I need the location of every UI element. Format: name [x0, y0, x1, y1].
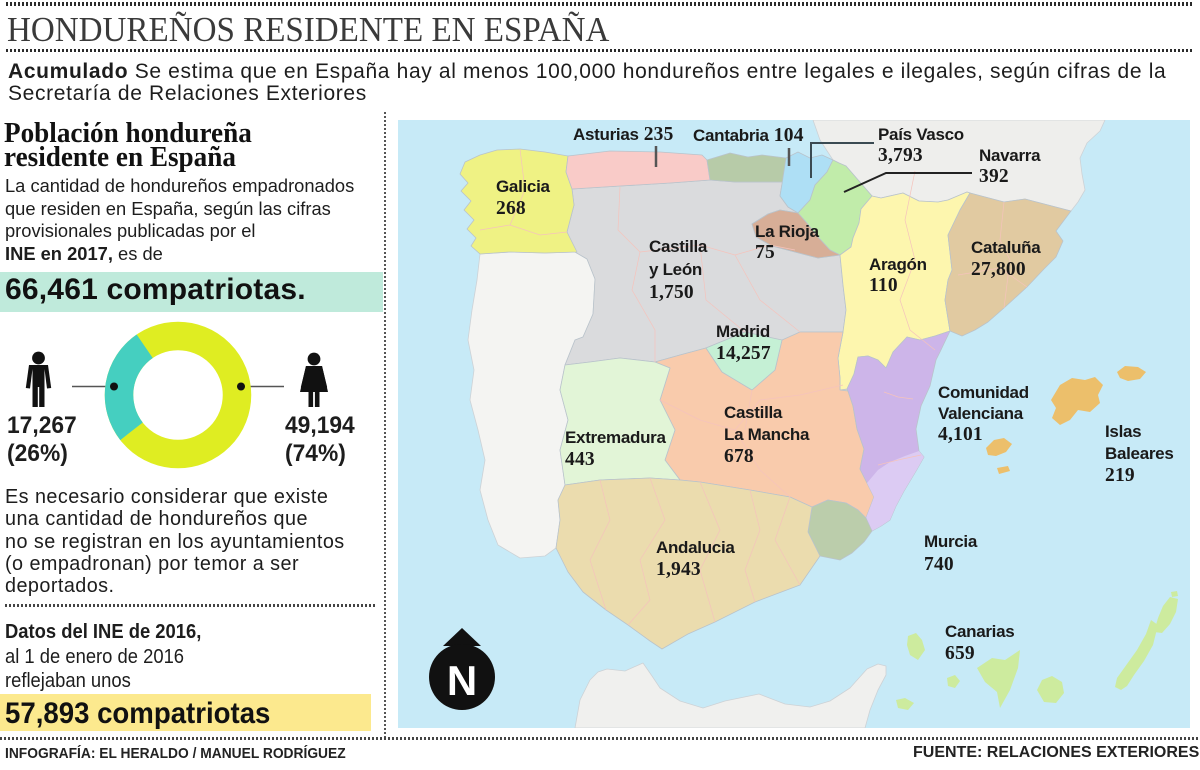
svg-text:678: 678	[724, 446, 754, 467]
svg-text:Islas: Islas	[1105, 422, 1141, 441]
svg-text:Valenciana: Valenciana	[938, 404, 1024, 423]
svg-text:268: 268	[496, 198, 526, 219]
svg-text:14,257: 14,257	[716, 343, 771, 364]
svg-text:75: 75	[755, 242, 775, 263]
svg-text:Castilla: Castilla	[649, 237, 708, 256]
svg-text:Extremadura: Extremadura	[565, 428, 666, 447]
svg-text:Asturias 235: Asturias 235	[573, 124, 674, 145]
svg-text:Andalucia: Andalucia	[656, 538, 735, 557]
svg-text:219: 219	[1105, 465, 1135, 486]
svg-text:La Mancha: La Mancha	[724, 425, 810, 444]
svg-text:Galicia: Galicia	[496, 177, 551, 196]
svg-text:País Vasco: País Vasco	[878, 125, 964, 144]
svg-text:Aragón: Aragón	[869, 255, 927, 274]
svg-text:Madrid: Madrid	[716, 322, 770, 341]
svg-text:4,101: 4,101	[938, 424, 983, 445]
svg-text:110: 110	[869, 275, 898, 296]
svg-text:1,750: 1,750	[649, 282, 694, 303]
svg-text:443: 443	[565, 449, 595, 470]
svg-text:Canarias: Canarias	[945, 622, 1014, 641]
svg-text:Murcia: Murcia	[924, 532, 978, 551]
svg-text:27,800: 27,800	[971, 259, 1026, 280]
svg-text:Cataluña: Cataluña	[971, 238, 1041, 257]
svg-text:Baleares: Baleares	[1105, 444, 1174, 463]
svg-text:659: 659	[945, 643, 975, 664]
svg-text:Comunidad: Comunidad	[938, 383, 1029, 402]
svg-text:Navarra: Navarra	[979, 146, 1041, 165]
svg-text:N: N	[447, 657, 477, 704]
svg-text:1,943: 1,943	[656, 559, 701, 580]
svg-text:392: 392	[979, 166, 1009, 187]
svg-text:3,793: 3,793	[878, 145, 923, 166]
svg-text:La Rioja: La Rioja	[755, 222, 820, 241]
svg-text:Cantabria 104: Cantabria 104	[693, 125, 804, 146]
svg-text:Castilla: Castilla	[724, 403, 783, 422]
svg-text:y León: y León	[649, 260, 702, 279]
svg-text:740: 740	[924, 554, 954, 575]
